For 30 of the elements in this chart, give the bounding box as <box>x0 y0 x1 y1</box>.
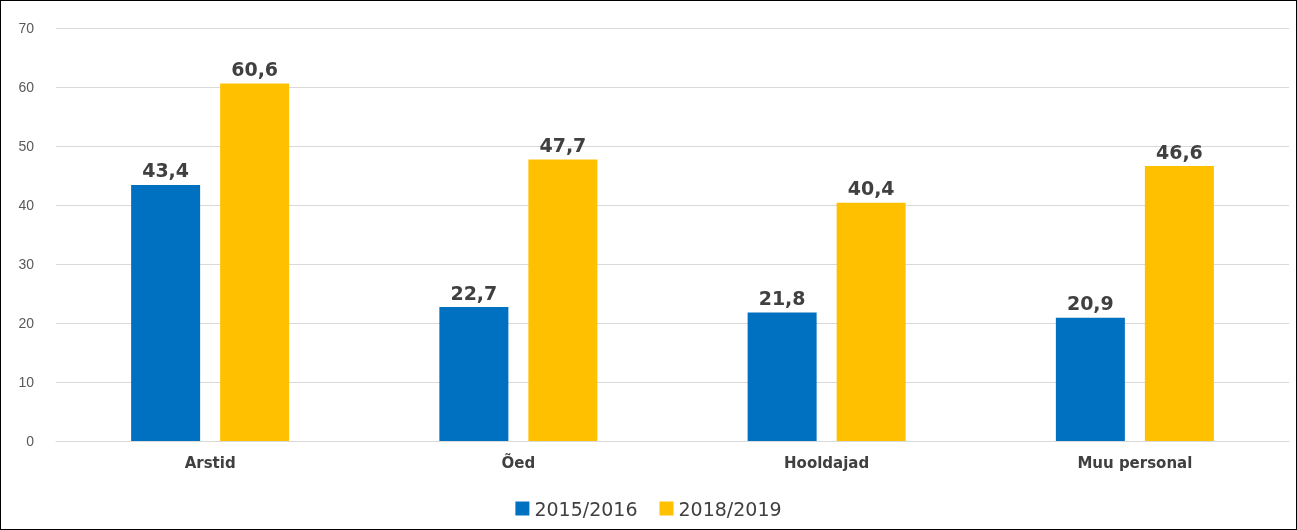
text: 21,8 <box>758 286 806 309</box>
legend-label: 2015/2016 <box>534 497 638 520</box>
bar <box>1144 166 1214 441</box>
x-tick-label: Õed <box>501 452 536 472</box>
bar <box>220 83 290 441</box>
bar <box>131 184 201 441</box>
y-tick-label: 40 <box>18 197 35 213</box>
text: 22,7 <box>450 281 498 304</box>
bar <box>836 202 906 441</box>
y-tick-label: 20 <box>18 315 35 331</box>
y-tick-label: 0 <box>26 433 35 449</box>
y-tick-label: 10 <box>18 374 35 390</box>
text: 40,4 <box>847 177 895 200</box>
legend-label: 2018/2019 <box>678 497 782 520</box>
text: 46,6 <box>1155 140 1203 163</box>
bar <box>1055 317 1125 441</box>
y-tick-label: 60 <box>18 79 35 95</box>
x-tick-label: Hooldajad <box>784 453 870 472</box>
text: 47,7 <box>539 134 587 157</box>
x-tick-label: Arstid <box>184 453 236 472</box>
y-tick-label: 50 <box>18 138 35 154</box>
bar <box>439 307 509 441</box>
text: 20,9 <box>1066 292 1114 315</box>
bar <box>528 159 598 441</box>
x-tick-label: Muu personal <box>1077 453 1193 472</box>
y-tick-label: 30 <box>18 256 35 272</box>
bar <box>747 312 817 441</box>
text: 60,6 <box>231 57 279 80</box>
text: 43,4 <box>142 159 190 182</box>
y-tick-label: 70 <box>18 20 35 36</box>
